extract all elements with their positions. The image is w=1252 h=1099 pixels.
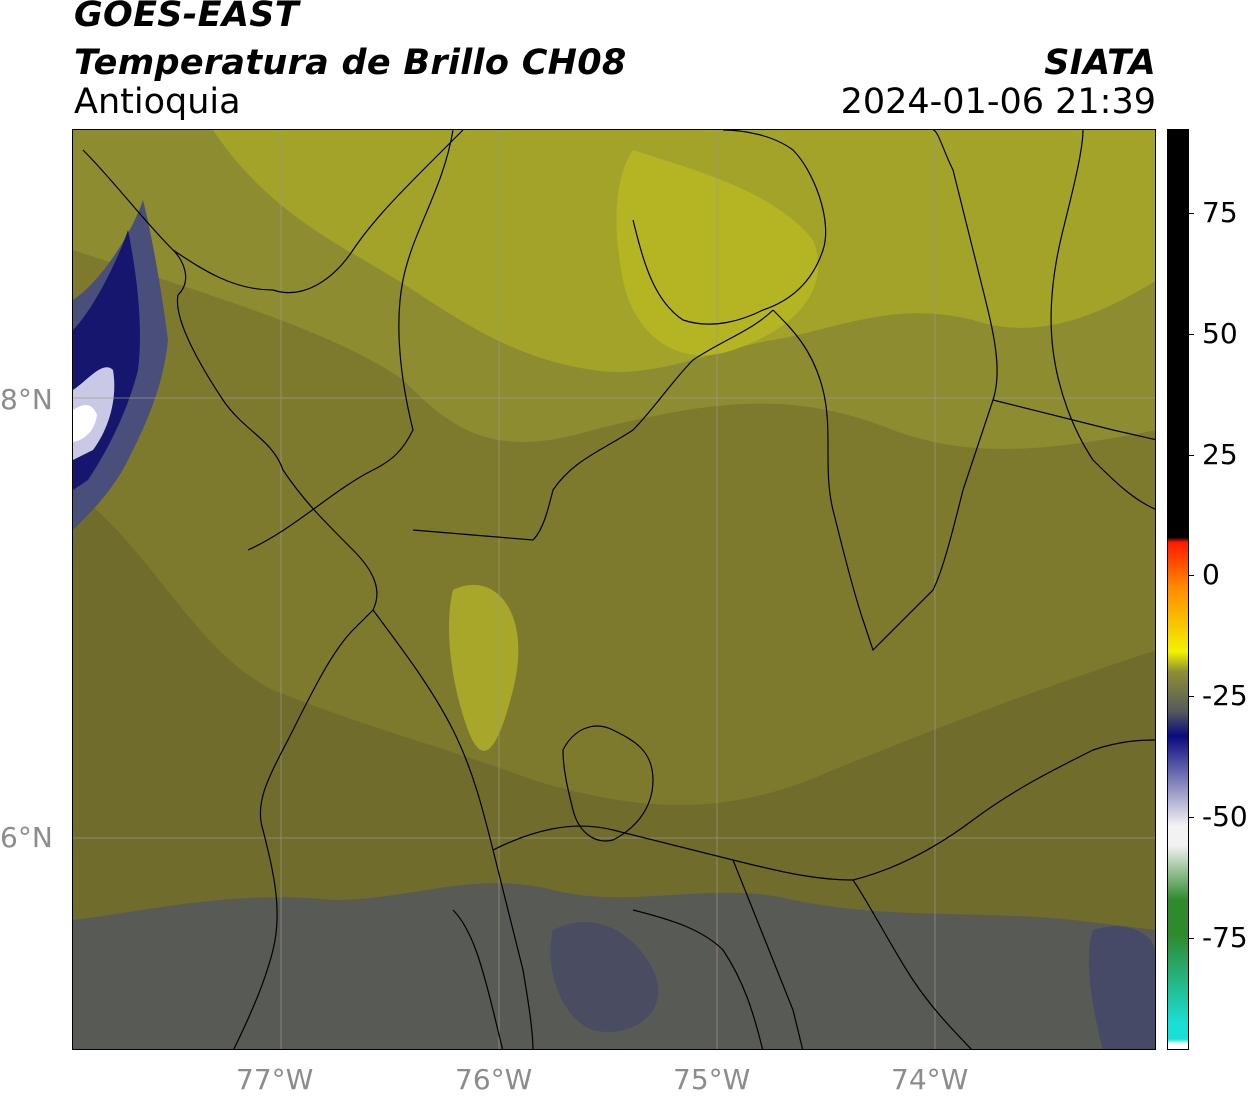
lon-tick-label: 77°W	[236, 1063, 314, 1096]
colorbar-label: -25	[1202, 679, 1248, 712]
cold-cloud-peak	[73, 405, 97, 442]
timestamp-label: 2024-01-06 21:39	[840, 82, 1156, 122]
satellite-title: GOES-EAST	[74, 0, 299, 35]
colorbar-tick	[1188, 696, 1194, 697]
graticule	[73, 130, 1155, 1049]
cold-cell-1	[550, 922, 659, 1032]
colorbar-tick	[1188, 213, 1194, 214]
cold-cell-2	[1088, 926, 1155, 1049]
colorbar-tick	[1188, 334, 1194, 335]
lat-tick-label: 8°N	[0, 383, 53, 416]
brightness-temperature-map	[73, 130, 1155, 1049]
lon-tick-label: 74°W	[891, 1063, 969, 1096]
colorbar-label: -75	[1202, 921, 1248, 954]
map-panel[interactable]	[72, 129, 1156, 1050]
admin-boundaries	[82, 130, 1155, 1049]
colorbar-label: 0	[1202, 558, 1220, 591]
colorbar-label: -50	[1202, 800, 1248, 833]
colorbar-label: 25	[1202, 438, 1238, 471]
colorbar-tick	[1188, 455, 1194, 456]
colorbar-label: 50	[1202, 317, 1238, 350]
colorbar-tick	[1188, 817, 1194, 818]
product-title: Temperatura de Brillo CH08	[74, 43, 627, 83]
lon-tick-label: 76°W	[455, 1063, 533, 1096]
lon-tick-label: 75°W	[673, 1063, 751, 1096]
colorbar-tick	[1188, 938, 1194, 939]
region-label: Antioquia	[74, 82, 241, 122]
central-warm-strip	[448, 584, 519, 751]
colorbar-tick	[1188, 575, 1194, 576]
lat-tick-label: 6°N	[0, 821, 53, 854]
colorbar-label: 75	[1202, 196, 1238, 229]
temperature-colorbar	[1167, 129, 1189, 1050]
brand-label: SIATA	[1044, 43, 1156, 83]
